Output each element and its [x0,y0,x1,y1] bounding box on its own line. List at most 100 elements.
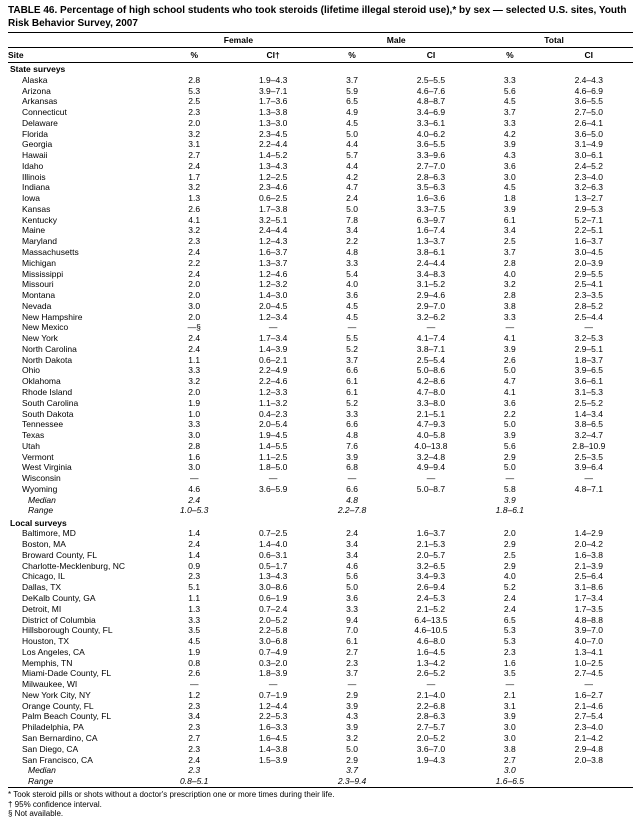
m-ci-cell: 4.0–5.8 [387,431,475,442]
col-site: Site [8,48,160,63]
t-ci-cell: 4.8–8.8 [545,615,633,626]
f-ci-cell: 1.1–3.2 [229,398,317,409]
t-pct-cell: 5.0 [475,366,544,377]
site-cell: Iowa [8,194,160,205]
f-pct-cell: 4.5 [160,637,229,648]
t-pct-cell: 5.6 [475,86,544,97]
m-pct-cell: 3.3 [317,409,386,420]
t-ci-cell: 1.7–3.5 [545,604,633,615]
f-ci-cell: 1.2–4.4 [229,701,317,712]
m-ci-cell: 2.2–6.8 [387,701,475,712]
f-ci-cell: 1.3–3.8 [229,108,317,119]
m-ci-cell: 3.3–8.0 [387,398,475,409]
f-ci-cell: 2.2–4.6 [229,377,317,388]
m-pct-cell: 2.3–9.4 [317,777,386,788]
table-row: Texas3.01.9–4.54.84.0–5.83.93.2–4.7 [8,431,633,442]
m-pct-cell: — [317,323,386,334]
t-ci-cell: 2.3–4.0 [545,172,633,183]
site-cell: Maine [8,226,160,237]
col-m-ci: CI [387,48,475,63]
table-row: Tennessee3.32.0–5.46.64.7–9.35.03.8–6.5 [8,420,633,431]
m-pct-cell: 6.8 [317,463,386,474]
table-row: Arkansas2.51.7–3.66.54.8–8.74.53.6–5.5 [8,97,633,108]
table-row: Delaware2.01.3–3.04.53.3–6.13.32.6–4.1 [8,118,633,129]
m-ci-cell: 3.4–9.3 [387,572,475,583]
f-pct-cell: 3.2 [160,183,229,194]
t-pct-cell: — [475,680,544,691]
m-ci-cell: 3.3–6.1 [387,118,475,129]
t-ci-cell: 2.7–5.0 [545,108,633,119]
m-pct-cell: 4.2 [317,172,386,183]
m-ci-cell: 3.4–6.9 [387,108,475,119]
table-row: Palm Beach County, FL3.42.2–5.34.32.8–6.… [8,712,633,723]
m-ci-cell: 4.7–8.0 [387,387,475,398]
m-pct-cell: 5.6 [317,572,386,583]
table-row: Broward County, FL1.40.6–3.13.42.0–5.72.… [8,550,633,561]
site-cell: Vermont [8,452,160,463]
t-ci-cell: 2.0–3.8 [545,755,633,766]
t-ci-cell: — [545,680,633,691]
t-ci-cell [545,766,633,777]
t-ci-cell: 4.8–7.1 [545,484,633,495]
table-row: Hillsborough County, FL3.52.2–5.87.04.6–… [8,626,633,637]
f-pct-cell: 3.1 [160,140,229,151]
t-ci-cell: 2.9–4.8 [545,744,633,755]
site-cell: Idaho [8,161,160,172]
m-ci-cell: 4.0–6.2 [387,129,475,140]
m-pct-cell: 3.6 [317,291,386,302]
f-pct-cell: 2.0 [160,312,229,323]
m-pct-cell: 6.1 [317,387,386,398]
site-cell: Ohio [8,366,160,377]
table-row: Miami-Dade County, FL2.61.8–3.93.72.6–5.… [8,669,633,680]
t-pct-cell: 4.3 [475,151,544,162]
table-row: San Diego, CA2.31.4–3.85.03.6–7.03.82.9–… [8,744,633,755]
table-row: Maine3.22.4–4.43.41.6–7.43.42.2–5.1 [8,226,633,237]
f-pct-cell: 2.4 [160,344,229,355]
t-pct-cell: 1.6–6.5 [475,777,544,788]
f-pct-cell: 2.6 [160,669,229,680]
t-ci-cell: 3.6–5.5 [545,97,633,108]
table-row: North Carolina2.41.4–3.95.23.8–7.13.92.9… [8,344,633,355]
table-row: South Carolina1.91.1–3.25.23.3–8.03.62.5… [8,398,633,409]
m-pct-cell: 3.7 [317,669,386,680]
m-pct-cell: 4.5 [317,118,386,129]
f-ci-cell [229,506,317,517]
f-pct-cell: 2.0 [160,118,229,129]
col-group-male: Male [317,33,475,48]
t-ci-cell: 1.7–3.4 [545,594,633,605]
m-pct-cell: 2.4 [317,529,386,540]
t-pct-cell: 1.8 [475,194,544,205]
table-row: Missouri2.01.2–3.24.03.1–5.23.22.5–4.1 [8,280,633,291]
site-cell: Wyoming [8,484,160,495]
f-pct-cell: 2.5 [160,97,229,108]
footnotes: * Took steroid pills or shots without a … [8,787,633,819]
f-pct-cell: —§ [160,323,229,334]
f-ci-cell: 2.4–4.4 [229,226,317,237]
table-title: TABLE 46. Percentage of high school stud… [8,4,633,30]
m-ci-cell: 4.1–7.4 [387,334,475,345]
m-ci-cell: 4.8–8.7 [387,97,475,108]
site-cell: San Diego, CA [8,744,160,755]
t-pct-cell: 5.0 [475,463,544,474]
f-ci-cell: 2.2–4.9 [229,366,317,377]
f-ci-cell: 1.4–3.8 [229,744,317,755]
site-cell: Indiana [8,183,160,194]
f-pct-cell: 1.9 [160,398,229,409]
t-pct-cell: 3.3 [475,312,544,323]
section-header: Local surveys [8,517,633,529]
m-pct-cell: 6.6 [317,366,386,377]
site-cell: Los Angeles, CA [8,647,160,658]
f-ci-cell: 0.3–2.0 [229,658,317,669]
table-row: Detroit, MI1.30.7–2.43.32.1–5.22.41.7–3.… [8,604,633,615]
t-ci-cell: 2.9–5.3 [545,204,633,215]
t-ci-cell: 3.9–7.0 [545,626,633,637]
site-cell: San Francisco, CA [8,755,160,766]
m-pct-cell: 2.2 [317,237,386,248]
f-ci-cell: 1.9–4.3 [229,75,317,86]
table-row: Nevada3.02.0–4.54.52.9–7.03.82.8–5.2 [8,301,633,312]
m-pct-cell: 5.7 [317,151,386,162]
f-ci-cell: 1.6–3.3 [229,723,317,734]
site-cell: North Dakota [8,355,160,366]
table-row: Mississippi2.41.2–4.65.43.4–8.34.02.9–5.… [8,269,633,280]
m-ci-cell: 2.7–7.0 [387,161,475,172]
